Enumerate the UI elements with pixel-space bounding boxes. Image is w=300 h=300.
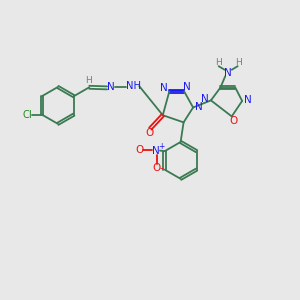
Text: N: N [224, 68, 232, 78]
Text: N: N [107, 82, 115, 92]
Text: NH: NH [126, 81, 141, 91]
Text: N: N [183, 82, 190, 92]
Text: N: N [201, 94, 209, 104]
Text: H: H [215, 58, 221, 67]
Text: N: N [160, 83, 168, 94]
Text: H: H [235, 58, 242, 67]
Text: N: N [195, 102, 202, 112]
Text: N: N [152, 146, 160, 156]
Text: O: O [135, 145, 143, 155]
Text: Cl: Cl [22, 110, 32, 120]
Text: O: O [145, 128, 153, 138]
Text: O: O [230, 116, 238, 126]
Text: -: - [160, 163, 163, 173]
Text: O: O [153, 163, 161, 173]
Text: H: H [85, 76, 92, 85]
Text: +: + [158, 142, 164, 151]
Text: N: N [244, 95, 251, 105]
